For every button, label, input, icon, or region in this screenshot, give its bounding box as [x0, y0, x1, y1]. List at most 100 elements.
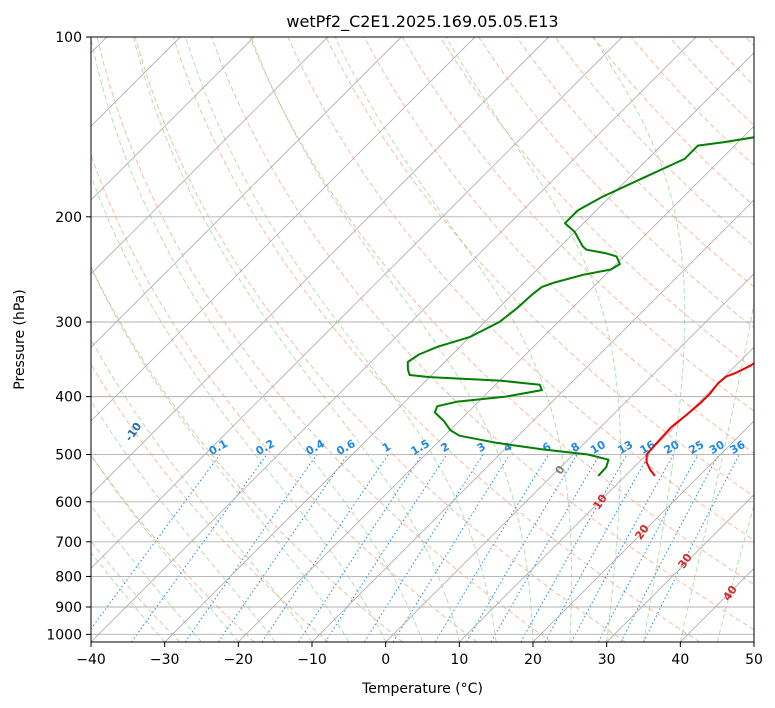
moist-adiabat-label: 0 [553, 463, 568, 477]
dry-adiabat-line [478, 37, 754, 329]
isotherm-line [458, 346, 754, 642]
x-tick-label: 20 [524, 652, 542, 668]
dry-adiabat-line [516, 37, 754, 288]
dry-adiabat-line [91, 265, 404, 642]
dry-adiabat-line [91, 540, 181, 642]
isotherm-line [91, 37, 329, 275]
dry-adiabat-line [325, 37, 754, 498]
mixing-ratio-lines [91, 454, 740, 642]
mixing-ratio-line [324, 454, 448, 642]
x-tick-label: −30 [150, 652, 180, 668]
moist-adiabat-line [592, 37, 686, 642]
mixing-ratio-line [217, 454, 349, 642]
moist-adiabat-line [91, 174, 387, 642]
isotherm-line [311, 199, 754, 642]
y-tick-label: 300 [55, 315, 82, 331]
x-tick-label: 0 [381, 652, 390, 668]
y-tick-label: 700 [55, 535, 82, 551]
mixing-ratio-line [570, 454, 674, 642]
isotherm-line [91, 37, 402, 348]
mixing-ratio-line [490, 454, 601, 642]
isobar-gridlines [91, 37, 754, 635]
y-tick-label: 900 [55, 600, 82, 616]
mixing-ratio-label: 4 [501, 440, 514, 455]
isotherm-line [91, 37, 476, 422]
y-tick-label: 800 [55, 569, 82, 585]
dry-adiabat-line [439, 37, 754, 370]
dry-adiabat-line [172, 37, 701, 642]
isotherm-line [606, 494, 754, 642]
mixing-ratio-label: 3 [475, 440, 488, 455]
plot-frame [90, 36, 755, 643]
mixing-ratio-label: 2 [438, 440, 451, 455]
mixing-ratio-line [520, 454, 628, 642]
dry-adiabat-line [707, 37, 754, 87]
mixing-ratio-line [131, 454, 268, 642]
x-axis-label: Temperature (°C) [361, 681, 483, 697]
y-tick-label: 500 [55, 448, 82, 464]
dry-adiabat-line [363, 37, 754, 455]
mixing-ratio-label: 6 [540, 440, 553, 455]
moist-adiabat-line [445, 37, 621, 642]
isotherm-gridlines [91, 37, 754, 642]
dry-adiabat-line [91, 153, 478, 642]
mixing-ratio-line [434, 454, 549, 642]
moist-adiabat-line [716, 503, 754, 642]
moist-adiabat-line [91, 504, 202, 642]
dry-adiabat-line [96, 37, 552, 642]
x-tick-label: −10 [297, 652, 327, 668]
dry-adiabats [91, 37, 754, 642]
mixing-ratio-line [91, 454, 221, 630]
isotherm-line [91, 37, 623, 569]
moist-adiabat-line [133, 37, 460, 642]
mixing-ratio-line [261, 454, 389, 642]
x-tick-label: 10 [450, 652, 468, 668]
x-tick-label: 50 [745, 652, 763, 668]
mixing-ratio-line [465, 454, 578, 642]
y-axis-label: Pressure (hPa) [12, 289, 28, 389]
mixing-ratio-label: 1 [380, 440, 393, 455]
x-tick-label: −40 [76, 652, 106, 668]
moist-adiabat-line [91, 266, 350, 642]
dry-adiabat-line [287, 37, 754, 541]
dry-adiabat-line [554, 37, 754, 247]
dry-adiabat-line [211, 37, 754, 631]
dry-adiabat-line [745, 37, 754, 47]
moist-adiabat-line [91, 400, 276, 642]
dry-adiabat-line [401, 37, 754, 412]
x-tick-label: −20 [224, 652, 254, 668]
profile-series [406, 136, 754, 477]
chart-title: wetPf2_C2E1.2025.169.05.05.E13 [286, 12, 558, 32]
dry-adiabat-line [91, 453, 255, 642]
mixing-ratio-line [184, 454, 318, 642]
isotherm-line [679, 567, 754, 642]
moist-adiabat-line [91, 37, 423, 642]
y-axis-ticks: 100 200 300 400 500 600 700 800 900 1000 [46, 30, 91, 643]
moist-adiabat-line [250, 37, 534, 642]
isotherm-line [385, 273, 754, 642]
moist-adiabats [91, 37, 754, 642]
isotherm-line [91, 37, 255, 201]
mixing-ratio-line [363, 454, 484, 642]
dewpoint-line [406, 136, 754, 477]
dry-adiabat-line [669, 37, 754, 127]
isotherm-line [91, 37, 550, 496]
moist-adiabat-label: 40 [720, 583, 740, 603]
moist-adiabat-label: 30 [675, 551, 695, 571]
dry-adiabat-line [91, 363, 329, 642]
mixing-ratio-line [298, 454, 423, 642]
temperature-line [645, 362, 754, 477]
y-tick-label: 200 [55, 210, 82, 226]
moist-adiabat-line [334, 37, 572, 642]
isotherm-line [164, 52, 754, 642]
isotherm-line [237, 125, 754, 642]
x-axis-ticks: −40 −30 −20 −10 0 10 20 30 40 50 [76, 642, 763, 668]
y-tick-label: 600 [55, 495, 82, 511]
isotherm-line [753, 641, 754, 642]
isotherm-line [532, 420, 754, 642]
moist-adiabat-line [91, 454, 239, 642]
y-tick-label: 1000 [46, 627, 82, 643]
dry-adiabat-line [134, 37, 626, 642]
background-line-labels: 0.10.20.40.611.52346810131620253036-100-… [122, 420, 748, 603]
